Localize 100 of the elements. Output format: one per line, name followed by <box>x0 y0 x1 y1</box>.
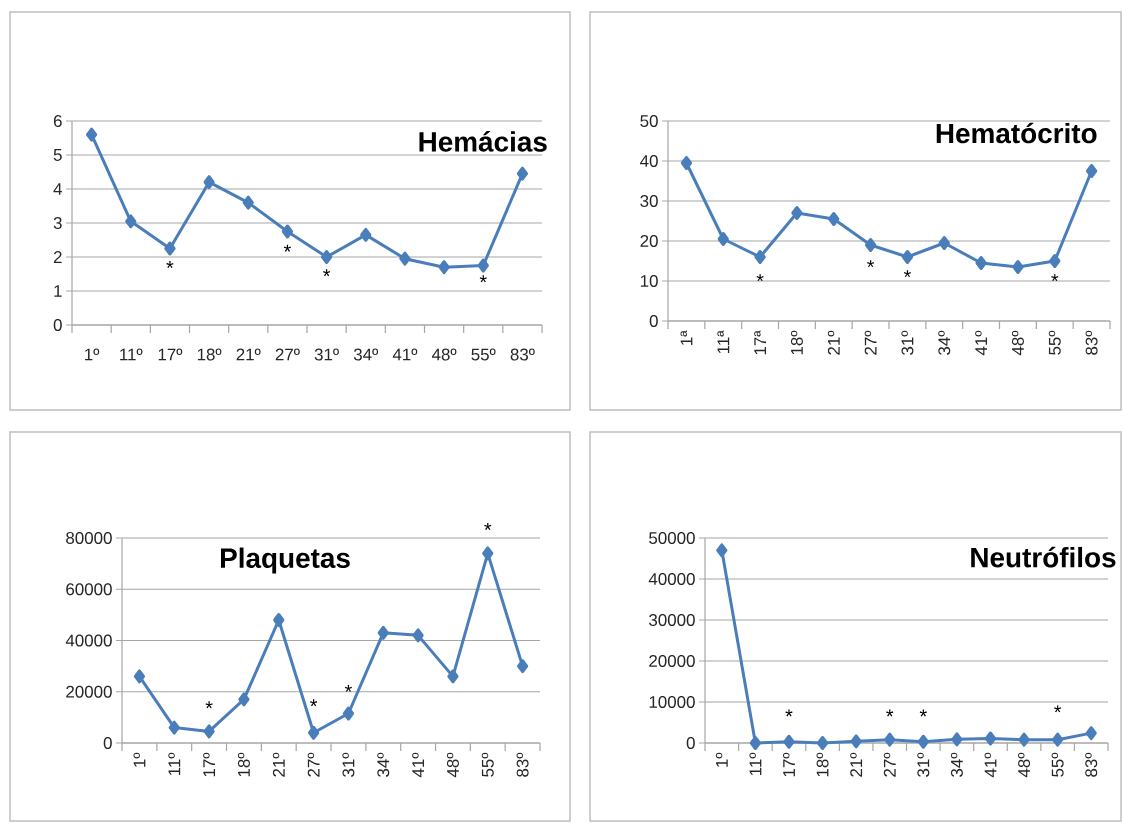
x-tick-label: 11º <box>168 752 181 775</box>
chart-title: Neutrófilos <box>971 546 1116 568</box>
point <box>938 235 950 250</box>
annotation: * <box>283 244 291 252</box>
annotation: * <box>479 275 487 283</box>
x-tick-label: 21º <box>272 752 285 777</box>
y-tick-label: 20 <box>640 234 658 247</box>
y-tick-label: 0 <box>103 736 112 749</box>
x-tick-label: 31º <box>917 752 930 777</box>
x-tick-label: 18º <box>197 348 222 361</box>
x-tick-label: 41º <box>412 752 425 778</box>
x-tick-label: 34º <box>950 752 963 777</box>
annotation: * <box>903 270 911 278</box>
point <box>320 249 333 264</box>
x-tick-label: 17º <box>783 752 795 777</box>
point <box>816 735 829 750</box>
annotation: * <box>344 684 352 692</box>
point <box>901 249 914 264</box>
x-tick-label: 18º <box>790 330 803 355</box>
annotation: * <box>323 269 331 277</box>
point <box>242 195 254 210</box>
x-tick-label: 17ª <box>754 330 767 355</box>
y-tick-label: 6 <box>53 114 62 127</box>
point <box>680 155 693 170</box>
point <box>1049 253 1061 268</box>
point <box>951 732 963 747</box>
point <box>203 175 215 190</box>
point <box>377 625 389 640</box>
x-tick-label: 21º <box>827 330 840 355</box>
annotation: * <box>310 699 318 707</box>
y-tick-label: 50 <box>640 114 658 127</box>
point <box>1085 163 1098 178</box>
y-tick-label: 10 <box>640 274 658 287</box>
annotation: * <box>886 709 894 717</box>
point <box>281 224 294 239</box>
point <box>984 731 997 746</box>
point <box>1012 259 1024 274</box>
x-tick-label: 83º <box>1085 752 1098 777</box>
x-tick-label: 27º <box>864 330 877 355</box>
x-tick-label: 55º <box>1048 330 1061 355</box>
x-tick-label: 21º <box>850 752 863 777</box>
x-tick-label: 83º <box>516 752 529 777</box>
point <box>864 237 877 252</box>
x-tick-label: 1ª <box>680 330 693 345</box>
point <box>917 734 929 749</box>
point <box>482 546 494 561</box>
x-tick-label: 41º <box>975 330 988 356</box>
annotation: * <box>919 709 927 717</box>
point <box>85 127 98 142</box>
x-tick-label: 55º <box>481 752 494 777</box>
y-tick-label: 1 <box>54 285 62 297</box>
x-tick-label: 34º <box>377 752 390 777</box>
point <box>447 669 459 684</box>
point <box>516 659 529 674</box>
y-tick-label: 4 <box>53 183 62 195</box>
point <box>307 725 320 740</box>
point <box>125 214 137 229</box>
point <box>783 734 795 749</box>
point <box>238 692 250 707</box>
y-tick-label: 20000 <box>649 654 695 667</box>
y-tick-label: 10000 <box>649 695 695 708</box>
point <box>168 720 180 735</box>
x-tick-label: 48º <box>446 752 459 778</box>
point <box>516 166 529 181</box>
point <box>754 249 766 264</box>
chart-title: Hematócrito <box>936 122 1097 144</box>
x-tick-label: 11ª <box>717 330 730 354</box>
annotation: * <box>205 701 213 709</box>
y-tick-label: 0 <box>686 736 695 749</box>
x-tick-label: 27º <box>307 752 320 777</box>
point <box>133 669 146 684</box>
x-tick-label: 1º <box>85 348 100 361</box>
point <box>1085 726 1097 741</box>
x-tick-label: 83º <box>1085 330 1098 355</box>
point <box>975 255 987 270</box>
point <box>412 628 424 643</box>
point <box>164 241 176 256</box>
point <box>360 227 372 242</box>
point <box>438 260 450 275</box>
x-tick-label: 41º <box>392 348 418 361</box>
point <box>399 251 411 266</box>
y-tick-label: 60000 <box>66 583 112 596</box>
x-tick-label: 31º <box>314 348 339 361</box>
point <box>477 258 489 273</box>
y-tick-label: 30 <box>640 194 658 207</box>
y-tick-label: 3 <box>53 216 62 229</box>
point <box>716 543 728 558</box>
annotation: * <box>867 260 875 268</box>
chart-title: Plaquetas <box>221 547 350 574</box>
y-tick-label: 0 <box>649 314 658 327</box>
x-tick-label: 18º <box>237 752 250 777</box>
x-tick-label: 41º <box>984 752 997 778</box>
point <box>884 732 896 747</box>
annotation: * <box>166 261 174 268</box>
y-tick-label: 5 <box>53 149 62 161</box>
y-tick-label: 50000 <box>649 531 695 544</box>
point <box>791 205 803 220</box>
x-tick-label: 31º <box>901 330 914 355</box>
point <box>717 231 729 246</box>
point <box>850 734 862 749</box>
